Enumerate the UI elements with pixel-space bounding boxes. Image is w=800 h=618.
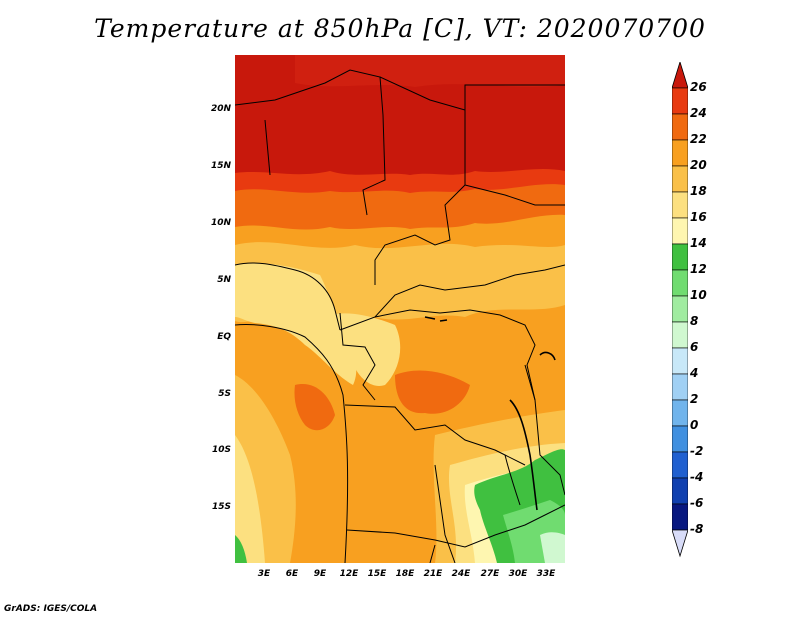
colorbar-segment xyxy=(672,503,688,531)
y-tick-label: 20N xyxy=(210,104,231,114)
colorbar-label: 16 xyxy=(690,210,707,224)
temp-band-12-sw xyxy=(235,535,247,563)
y-tick-label: 10N xyxy=(210,218,231,228)
colorbar-segment xyxy=(672,451,688,479)
colorbar-segment xyxy=(672,139,688,167)
lakes xyxy=(424,316,556,511)
x-tick-label: 30E xyxy=(508,569,528,579)
temp-band-8 xyxy=(540,532,565,563)
colorbar-label: 22 xyxy=(690,132,707,146)
colorbar-label: 6 xyxy=(690,340,699,354)
colorbar-segment xyxy=(672,425,688,453)
y-tick-label: 15N xyxy=(210,161,231,171)
temp-band-24 xyxy=(235,169,565,195)
colorbar-label: 8 xyxy=(690,314,699,328)
temp-band-16-sw xyxy=(235,435,265,563)
colorbar-label: 12 xyxy=(690,262,707,276)
colorbar-label: -8 xyxy=(690,522,704,536)
country-borders xyxy=(235,69,565,563)
colorbar-segment xyxy=(672,477,688,505)
x-tick-label: 15E xyxy=(367,569,387,579)
colorbar-segment xyxy=(672,399,688,427)
y-tick-label: 5N xyxy=(217,275,231,285)
x-tick-label: 3E xyxy=(257,569,271,579)
colorbar-segment xyxy=(672,217,688,245)
colorbar-label: 14 xyxy=(690,236,707,250)
colorbar-label: 24 xyxy=(690,106,707,120)
y-tick-label: EQ xyxy=(217,332,231,342)
temp-patch-north xyxy=(295,55,565,87)
colorbar-label: 0 xyxy=(690,418,699,432)
colorbar xyxy=(672,62,688,558)
x-tick-label: 6E xyxy=(285,569,299,579)
x-tick-label: 27E xyxy=(480,569,500,579)
y-tick-label: 5S xyxy=(218,389,231,399)
colorbar-segment xyxy=(672,373,688,401)
x-tick-label: 33E xyxy=(536,569,556,579)
colorbar-segment xyxy=(672,113,688,141)
colorbar-segment xyxy=(672,165,688,193)
colorbar-top-triangle xyxy=(672,62,688,89)
colorbar-label: -6 xyxy=(690,496,704,510)
colorbar-segment xyxy=(672,269,688,297)
colorbar-label: 20 xyxy=(690,158,707,172)
temp-band-16-coast xyxy=(235,263,357,385)
temp-band-22 xyxy=(235,184,565,230)
colorbar-segment xyxy=(672,87,688,115)
x-tick-label: 18E xyxy=(395,569,415,579)
colorbar-segment xyxy=(672,191,688,219)
colorbar-label: -2 xyxy=(690,444,704,458)
colorbar-label: 4 xyxy=(690,366,699,380)
x-tick-label: 24E xyxy=(451,569,471,579)
colorbar-bottom-triangle xyxy=(672,529,688,558)
temp-band-16-center xyxy=(330,313,401,386)
x-tick-label: 12E xyxy=(339,569,359,579)
colorbar-label: 18 xyxy=(690,184,707,198)
colorbar-segment xyxy=(672,243,688,271)
y-tick-label: 10S xyxy=(211,445,231,455)
colorbar-segment xyxy=(672,321,688,349)
credit-text: GrADS: IGES/COLA xyxy=(4,604,98,614)
colorbar-label: -4 xyxy=(690,470,704,484)
x-tick-label: 9E xyxy=(313,569,327,579)
colorbar-label: 26 xyxy=(690,80,707,94)
temp-patch-center xyxy=(395,370,470,414)
temperature-map xyxy=(235,55,565,563)
colorbar-label: 2 xyxy=(690,392,699,406)
colorbar-segment xyxy=(672,295,688,323)
map-title: Temperature at 850hPa [C], VT: 202007070… xyxy=(94,14,706,43)
temp-patch-central-west xyxy=(294,384,335,431)
x-tick-label: 21E xyxy=(423,569,443,579)
colorbar-segment xyxy=(672,347,688,375)
colorbar-label: 10 xyxy=(690,288,707,302)
y-tick-label: 15S xyxy=(211,502,231,512)
